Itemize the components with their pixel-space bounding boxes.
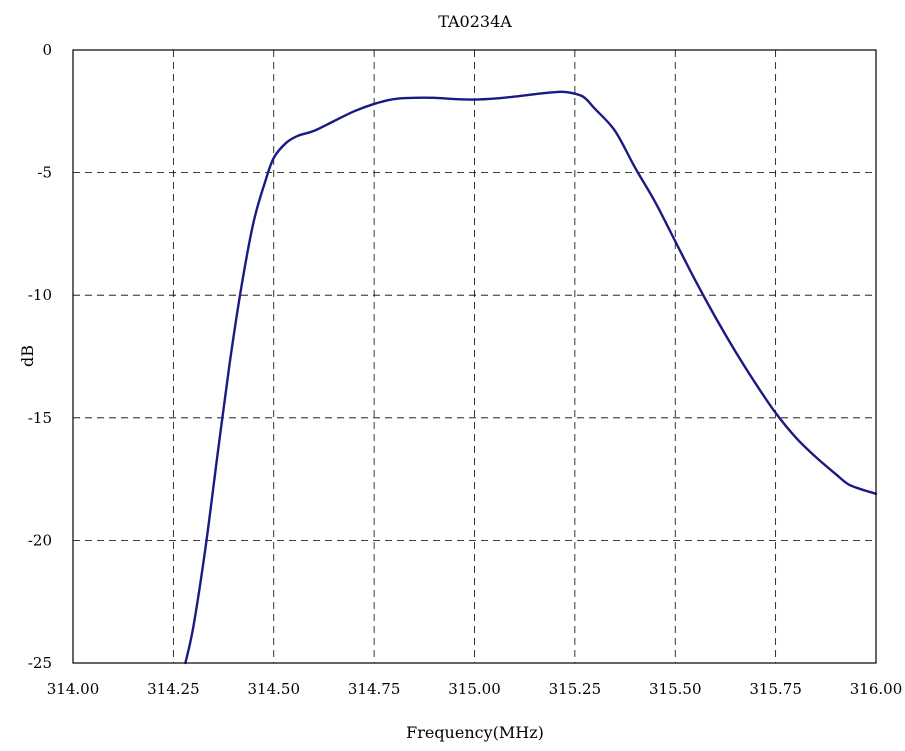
data-point	[216, 453, 218, 455]
grid	[73, 50, 876, 663]
data-point	[228, 363, 230, 365]
y-tick-label: -20	[28, 531, 52, 549]
data-point	[859, 488, 861, 490]
data-point	[582, 95, 584, 97]
data-point	[634, 166, 636, 168]
y-axis-ticks: 0 -5 -10 -15 -20 -25	[28, 41, 52, 672]
data-point	[847, 483, 849, 485]
x-tick-label: 314.00	[47, 680, 100, 698]
data-point	[774, 412, 776, 414]
data-point	[313, 130, 315, 132]
data-point	[453, 98, 455, 100]
data-point	[297, 135, 299, 137]
data-point	[413, 97, 415, 99]
data-point	[273, 157, 275, 159]
data-point	[473, 98, 475, 100]
y-tick-label: -25	[28, 654, 52, 672]
data-point	[754, 382, 756, 384]
data-point	[373, 103, 375, 105]
data-point	[353, 110, 355, 112]
data-point	[714, 316, 716, 318]
y-axis-title: dB	[18, 345, 37, 367]
data-point	[694, 279, 696, 281]
x-axis-ticks: 314.00 314.25 314.50 314.75 315.00 315.25 315.…	[47, 680, 903, 698]
plot-area	[184, 90, 878, 665]
x-tick-label: 315.75	[749, 680, 802, 698]
data-point	[333, 120, 335, 122]
data-point	[815, 456, 817, 458]
data-point	[594, 108, 596, 110]
data-point	[192, 625, 194, 627]
x-tick-label: 315.25	[549, 680, 602, 698]
data-point	[734, 350, 736, 352]
x-tick-label: 315.50	[649, 680, 702, 698]
data-point	[433, 97, 435, 99]
x-tick-label: 315.00	[448, 680, 501, 698]
chart-title: TA0234A	[438, 12, 512, 31]
data-point	[674, 240, 676, 242]
x-axis-title: Frequency(MHz)	[406, 723, 544, 742]
data-point	[795, 436, 797, 438]
data-point	[204, 547, 206, 549]
x-tick-label: 316.00	[850, 680, 903, 698]
x-tick-label: 314.75	[348, 680, 401, 698]
data-point	[393, 98, 395, 100]
data-point	[240, 284, 242, 286]
data-point	[265, 179, 267, 181]
y-tick-label: -10	[28, 286, 52, 304]
data-point	[835, 473, 837, 475]
data-point	[513, 95, 515, 97]
data-point	[554, 91, 556, 93]
data-point	[252, 220, 254, 222]
data-point	[493, 97, 495, 99]
y-tick-label: 0	[42, 41, 52, 59]
y-tick-label: -5	[37, 164, 52, 182]
plot-frame	[72, 49, 877, 664]
data-point	[654, 201, 656, 203]
y-tick-label: -15	[28, 409, 52, 427]
data-point	[285, 142, 287, 144]
series-line	[184, 90, 878, 665]
data-point	[614, 130, 616, 132]
data-point	[534, 93, 536, 95]
data-point	[566, 91, 568, 93]
x-tick-label: 314.25	[147, 680, 200, 698]
x-tick-label: 314.50	[248, 680, 301, 698]
